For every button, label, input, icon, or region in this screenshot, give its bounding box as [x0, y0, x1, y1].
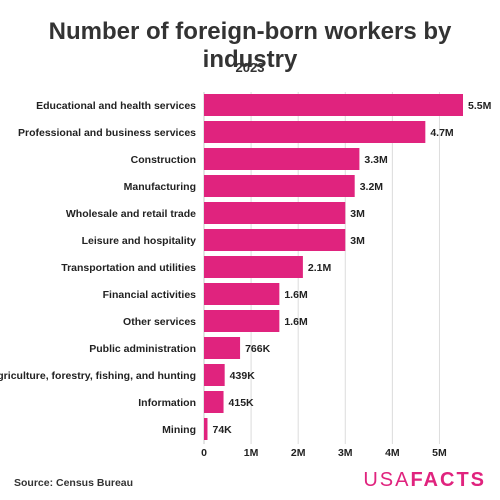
usafacts-logo: USAFACTS	[363, 469, 486, 491]
data-label: 2.1M	[308, 262, 332, 274]
category-label: Information	[138, 397, 196, 409]
x-tick-label: 1M	[244, 447, 259, 459]
category-label: Transportation and utilities	[61, 262, 196, 274]
chart-title: Number of foreign-born workers by indust…	[48, 18, 452, 73]
x-tick-label: 4M	[385, 447, 400, 459]
data-label: 3M	[350, 235, 365, 247]
data-label: 4.7M	[430, 127, 454, 139]
bar	[204, 391, 224, 413]
data-label: 415K	[229, 397, 255, 409]
bar	[204, 202, 346, 224]
category-label: Wholesale and retail trade	[66, 208, 196, 220]
bar	[204, 310, 280, 332]
bar	[204, 94, 463, 116]
category-label: Public administration	[89, 343, 196, 355]
category-label: Leisure and hospitality	[82, 235, 197, 247]
category-label: Construction	[131, 154, 196, 166]
x-tick-label: 3M	[338, 447, 353, 459]
category-label: Mining	[162, 424, 196, 436]
data-label: 3.2M	[360, 181, 384, 193]
category-label: Financial activities	[103, 289, 197, 301]
category-label: Other services	[123, 316, 196, 328]
category-label: Agriculture, forestry, fishing, and hunt…	[0, 370, 196, 382]
x-tick-label: 0	[201, 447, 207, 459]
x-tick-label: 2M	[291, 447, 306, 459]
chart-subtitle: 2023	[235, 60, 265, 75]
category-label: Professional and business services	[18, 127, 196, 139]
bar	[204, 364, 225, 386]
data-label: 1.6M	[284, 289, 308, 301]
data-label: 3M	[350, 208, 365, 220]
source-note: Source: Census Bureau	[14, 477, 134, 489]
data-label: 766K	[245, 343, 271, 355]
data-label: 1.6M	[284, 316, 308, 328]
bar	[204, 283, 280, 305]
bar	[204, 175, 355, 197]
x-tick-label: 5M	[432, 447, 447, 459]
data-label: 3.3M	[364, 154, 388, 166]
data-label: 439K	[230, 370, 256, 382]
category-label: Educational and health services	[36, 100, 196, 112]
bar	[204, 418, 208, 440]
bar	[204, 229, 346, 251]
bar	[204, 148, 360, 170]
data-label: 5.5M	[468, 100, 492, 112]
bar	[204, 121, 426, 143]
bar	[204, 337, 241, 359]
bar	[204, 256, 303, 278]
category-label: Manufacturing	[124, 181, 196, 193]
data-label: 74K	[212, 424, 232, 436]
